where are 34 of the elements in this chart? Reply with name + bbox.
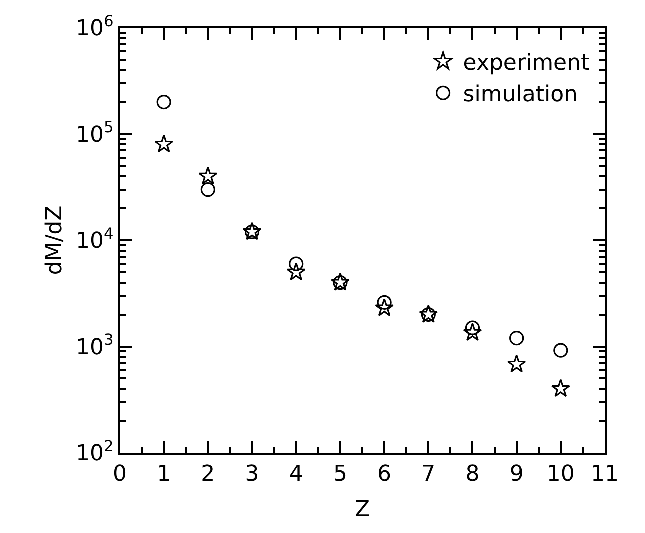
x-tick-label: 9 [510,462,524,488]
y-tick-label: 10$^{4}$ [76,224,114,254]
x-tick-label: 6 [378,462,392,488]
x-tick-label: 2 [201,462,216,488]
x-tick-label: 11 [591,462,619,488]
y-tick-label: 10$^{2}$ [76,437,114,467]
point [156,94,172,110]
legend-label: experiment [463,51,590,76]
point [507,354,526,373]
point [286,262,306,281]
point [375,298,394,316]
point [198,166,218,185]
point [289,256,304,272]
x-tick-label: 7 [422,462,436,488]
point [551,379,570,398]
point [154,134,174,153]
y-tick-label: 10$^{3}$ [76,331,114,360]
x-axis-title: Z [354,498,370,523]
point [463,323,482,342]
legend-label: simulation [463,82,578,108]
x-tick-label: 8 [466,462,480,488]
x-tick-label: 4 [289,462,304,488]
point [554,343,568,358]
point [465,320,480,336]
x-tick-label: 5 [333,462,348,488]
y-axis-title: dM/dZ [42,206,68,276]
x-tick-label: 1 [157,462,172,488]
y-tick-label: 10$^{5}$ [76,118,114,148]
point [200,182,216,198]
y-tick-label: 10$^{6}$ [76,12,114,42]
point [510,331,524,346]
x-tick-label: 0 [113,462,127,488]
x-tick-label: 3 [245,462,260,488]
x-tick-label: 10 [546,462,575,488]
